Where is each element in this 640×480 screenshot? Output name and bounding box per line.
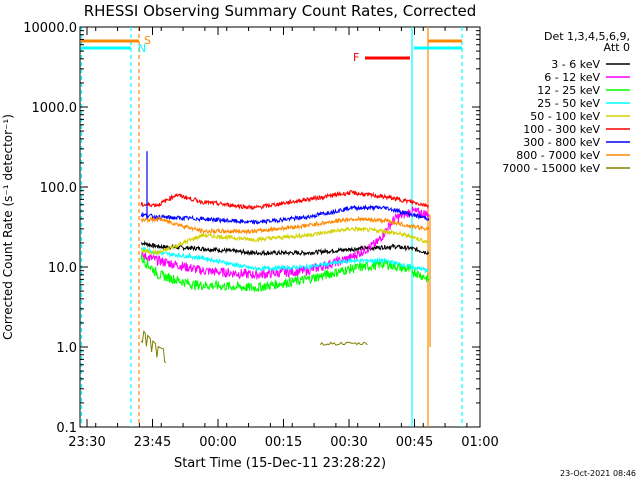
legend-label: 25 - 50 keV — [537, 97, 600, 110]
x-tick-label: 23:45 — [134, 435, 171, 450]
legend-attenuator: Att 0 — [604, 41, 630, 54]
series-line-1 — [140, 206, 430, 280]
legend-detectors: Det 1,3,4,5,6,9, — [544, 30, 630, 43]
legend-label: 50 - 100 keV — [530, 110, 600, 123]
series-line-3 — [140, 246, 429, 274]
series-line-8-b — [319, 341, 368, 346]
series-line-5 — [140, 189, 430, 211]
y-tick-label: 1000.0 — [32, 101, 78, 116]
y-tick-label: 0.1 — [56, 421, 77, 436]
series-line-4 — [140, 225, 430, 255]
legend-label: 12 - 25 keV — [537, 84, 600, 97]
generated-timestamp: 23-Oct-2021 08:46 — [560, 469, 636, 478]
legend-label: 300 - 800 keV — [523, 136, 600, 149]
x-tick-label: 23:30 — [68, 435, 105, 450]
x-axis-label: Start Time (15-Dec-11 23:28:22) — [174, 456, 386, 471]
x-tick-label: 00:45 — [396, 435, 433, 450]
series-line-2 — [140, 254, 430, 293]
y-tick-label: 1.0 — [56, 341, 77, 356]
legend-label: 3 - 6 keV — [551, 58, 600, 71]
legend-label: 7000 - 15000 keV — [502, 162, 600, 175]
series-line-6 — [140, 204, 430, 225]
legend-label: 6 - 12 keV — [544, 71, 600, 84]
series-line-8 — [140, 330, 167, 363]
plot-frame — [79, 26, 481, 428]
night-flag-label: N — [138, 42, 146, 55]
y-axis-label: Corrected Count Rate (s⁻¹ detector⁻¹) — [1, 114, 15, 340]
y-tick-label: 100.0 — [40, 181, 77, 196]
series-line-7 — [140, 215, 430, 235]
x-tick-label: 00:00 — [199, 435, 236, 450]
chart-title: RHESSI Observing Summary Count Rates, Co… — [84, 2, 477, 20]
x-tick-label: 01:00 — [461, 435, 498, 450]
legend-label: 800 - 7000 keV — [516, 149, 600, 162]
x-tick-label: 00:30 — [330, 435, 367, 450]
flare-flag-label: F — [353, 51, 359, 64]
x-tick-label: 00:15 — [265, 435, 302, 450]
y-tick-label: 10.0 — [48, 261, 77, 276]
legend-label: 100 - 300 keV — [523, 123, 600, 136]
y-tick-label: 10000.0 — [23, 21, 77, 36]
saa-flag-label: S — [144, 34, 151, 47]
series-line-0 — [140, 240, 430, 257]
